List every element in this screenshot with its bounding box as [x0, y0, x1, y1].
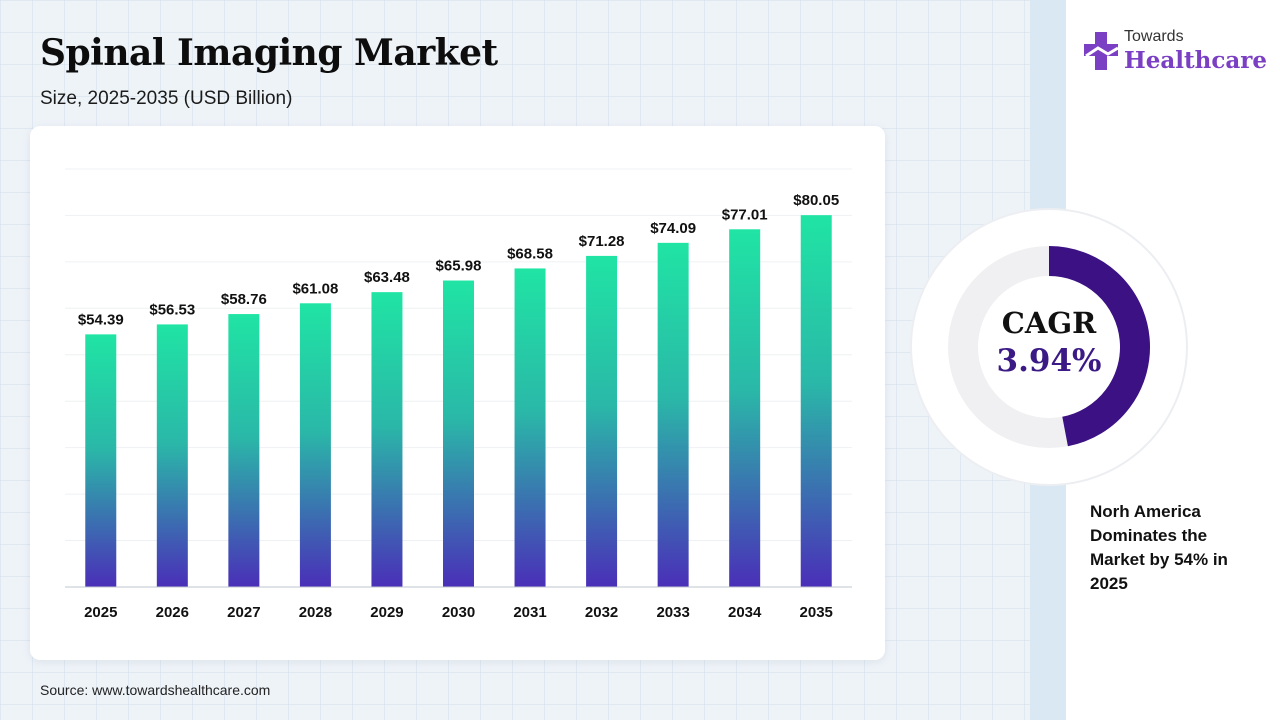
- x-tick-label: 2029: [370, 604, 403, 621]
- donut-chart: [910, 208, 1188, 486]
- value-labels: $54.39 $56.53 $58.76 $61.08 $63.48 $65.98 $68.…: [78, 192, 839, 328]
- bar-2035: [800, 215, 832, 587]
- value-label: $65.98: [436, 258, 482, 275]
- x-tick-label: 2035: [800, 604, 833, 621]
- logo-text-bottom: Healthcare: [1124, 47, 1268, 74]
- bar-2030: [443, 280, 474, 587]
- x-tick-label: 2034: [728, 604, 762, 621]
- x-tick-label: 2026: [156, 604, 189, 621]
- bar-2032: [586, 255, 618, 587]
- brand-logo[interactable]: Towards Healthcare: [1082, 28, 1267, 78]
- chart-card: $54.39 $56.53 $58.76 $61.08 $63.48 $65.98 $68.…: [30, 126, 885, 660]
- value-label: $71.28: [579, 233, 625, 250]
- value-label: $61.08: [292, 280, 338, 297]
- cagr-label: CAGR: [1001, 306, 1097, 340]
- value-label: $63.48: [364, 269, 410, 286]
- value-label: $58.76: [221, 291, 267, 308]
- value-label: $77.01: [722, 206, 768, 223]
- x-tick-label: 2032: [585, 604, 618, 621]
- bar-2029: [371, 292, 403, 587]
- value-label: $54.39: [78, 311, 124, 328]
- x-tick-label: 2030: [442, 604, 475, 621]
- region-note: Norh America Dominates the Market by 54%…: [1090, 502, 1228, 593]
- cagr-value: 3.94%: [996, 343, 1102, 379]
- bar-2025: [85, 334, 117, 587]
- donut-arc: [1048, 246, 1150, 447]
- bar-2027: [228, 314, 260, 587]
- x-tick-labels: 2025 2026 2027 2028 2029 2030 2031 2032 2033 2034…: [84, 604, 833, 621]
- x-tick-label: 2027: [227, 604, 260, 621]
- bar-2033: [657, 242, 689, 587]
- source-note: Source: www.towardshealthcare.com: [40, 682, 271, 698]
- page-title: Spinal Imaging Market: [40, 32, 498, 74]
- medical-cross-icon: [1084, 32, 1119, 70]
- page-subtitle: Size, 2025-2035 (USD Billion): [40, 88, 293, 109]
- bar-chart: $54.39 $56.53 $58.76 $61.08 $63.48 $65.98 $68.…: [65, 168, 852, 621]
- bar-2026: [156, 324, 188, 587]
- x-tick-label: 2033: [656, 604, 689, 621]
- value-label: $68.58: [507, 245, 553, 262]
- logo-text-top: Towards: [1124, 28, 1184, 45]
- value-label: $74.09: [650, 220, 696, 237]
- bar-2034: [729, 229, 761, 587]
- bars: [85, 215, 832, 587]
- x-tick-label: 2028: [299, 604, 332, 621]
- value-label: $56.53: [149, 301, 195, 318]
- value-label: $80.05: [793, 192, 839, 209]
- x-tick-label: 2031: [513, 604, 546, 621]
- bar-2028: [299, 303, 331, 587]
- cagr-donut: CAGR 3.94%: [908, 206, 1190, 488]
- x-tick-label: 2025: [84, 604, 117, 621]
- bar-2031: [514, 268, 546, 587]
